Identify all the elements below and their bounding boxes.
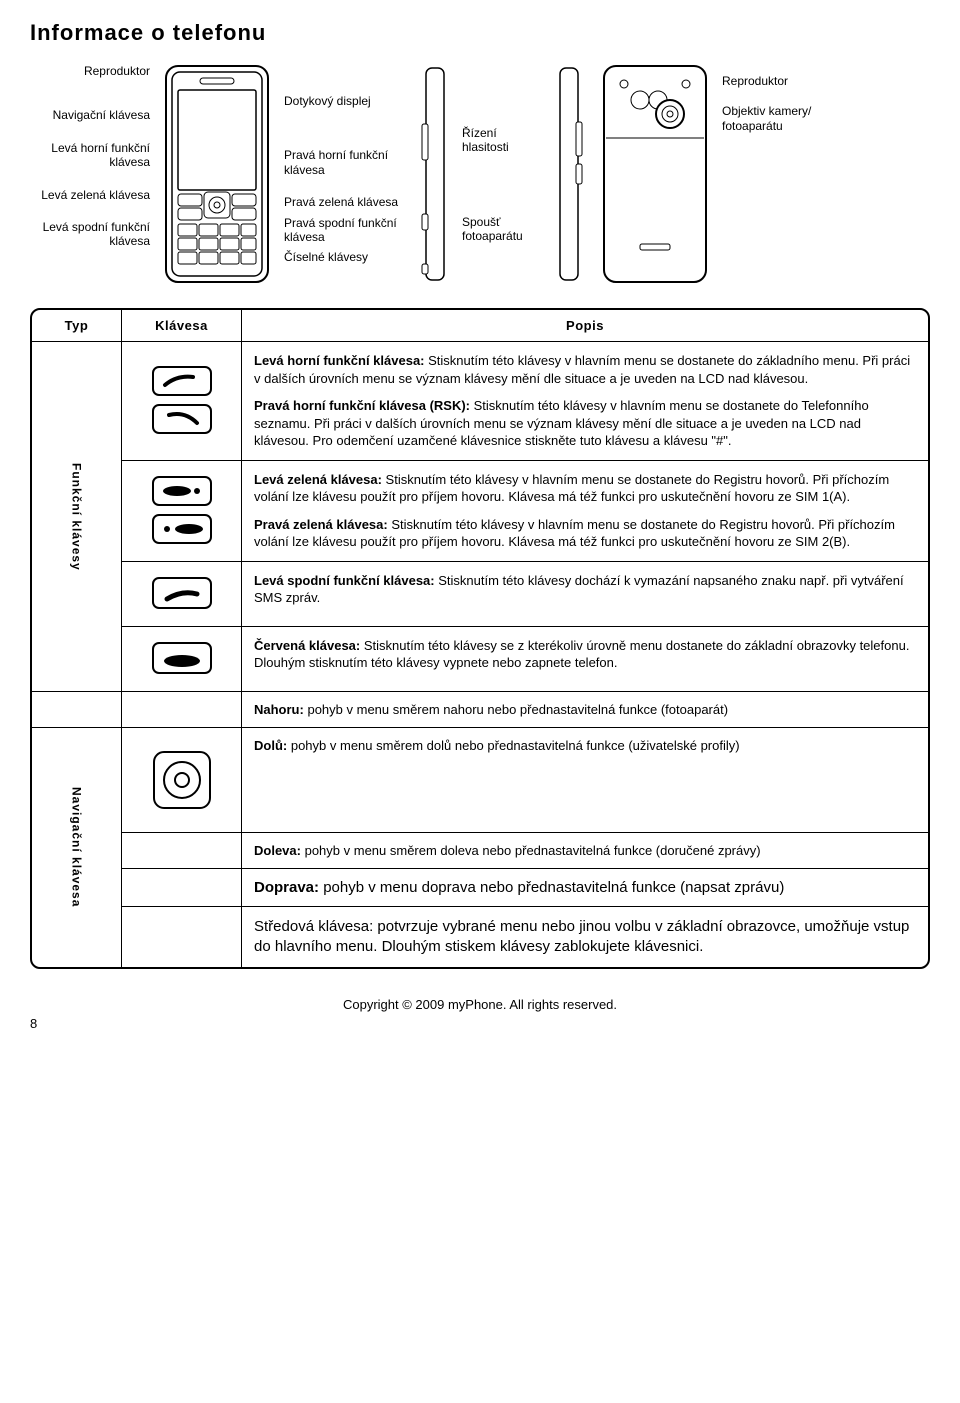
key-icon-lower-soft (122, 562, 242, 626)
key-icon-empty-1 (122, 692, 242, 727)
row-nav-right: Doprava: pohyb v menu doprava nebo předn… (122, 868, 928, 906)
nav-right-body: pohyb v menu doprava nebo přednastavitel… (323, 879, 784, 896)
nav-right-title: Doprava: (254, 879, 319, 896)
row-nav-down: Dolů: pohyb v menu směrem dolů nebo před… (122, 728, 928, 832)
row-nav-up: Nahoru: pohyb v menu směrem nahoru nebo … (32, 691, 928, 727)
row-lower-softkey: Levá spodní funkční klávesa: Stisknutím … (122, 561, 928, 626)
desc-green-keys: Levá zelená klávesa: Stisknutím této klá… (242, 461, 928, 561)
row-green-keys: Levá zelená klávesa: Stisknutím této klá… (122, 460, 928, 561)
lower-soft-title: Levá spodní funkční klávesa: (254, 573, 435, 588)
label-prava-spodni-fk: Pravá spodní funkční klávesa (284, 216, 404, 245)
left-label-column: Reproduktor Navigační klávesa Levá horní… (30, 64, 150, 267)
th-popis: Popis (242, 310, 928, 341)
key-icon-upper-softkeys (122, 342, 242, 460)
upper-right-title: Pravá horní funkční klávesa (RSK): (254, 398, 470, 413)
desc-nav-left: Doleva: pohyb v menu směrem doleva nebo … (242, 833, 928, 868)
desc-red-key: Červená klávesa: Stisknutím této klávesy… (242, 627, 928, 691)
nav-center-title: Středová klávesa: (254, 918, 373, 935)
nav-left-body: pohyb v menu směrem doleva nebo přednast… (305, 843, 761, 858)
label-spoust-fotoaparatu: Spoušť fotoaparátu (462, 215, 542, 244)
section-funkcni-label: Funkční klávesy (70, 463, 84, 571)
mid-label-column: Dotykový displej Pravá horní funkční klá… (284, 64, 404, 283)
nav-down-body: pohyb v menu směrem dolů nebo přednastav… (291, 738, 740, 753)
section-funkcni: Funkční klávesy Levá horní funkční kláve… (32, 341, 928, 691)
label-prava-horni-fk: Pravá horní funkční klávesa (284, 148, 404, 177)
key-icon-empty-3 (122, 869, 242, 906)
nav-down-title: Dolů: (254, 738, 287, 753)
desc-nav-up: Nahoru: pohyb v menu směrem nahoru nebo … (242, 692, 928, 727)
desc-nav-down: Dolů: pohyb v menu směrem dolů nebo před… (242, 728, 928, 832)
label-dotykovy-displej: Dotykový displej (284, 94, 371, 108)
key-icon-nav (122, 728, 242, 832)
footer-copyright: Copyright © 2009 myPhone. All rights res… (30, 997, 930, 1012)
label-prava-zelena: Pravá zelená klávesa (284, 195, 398, 209)
table-header: Typ Klávesa Popis (32, 310, 928, 341)
label-rizeni-hlasitosti: Řízení hlasitosti (462, 126, 542, 155)
th-typ: Typ (32, 310, 122, 341)
section-navigacni-label: Navigační klávesa (70, 787, 84, 907)
section-funkcni-label-cell: Funkční klávesy (32, 342, 122, 691)
row-nav-center: Středová klávesa: potvrzuje vybrané menu… (122, 906, 928, 968)
nav-center-bold-b: Dlouhým stiskem klávesy zablokujete kláv… (382, 938, 704, 955)
phone-back-illustration (600, 64, 710, 284)
green-right-title: Pravá zelená klávesa: (254, 517, 388, 532)
desc-nav-right: Doprava: pohyb v menu doprava nebo předn… (242, 869, 928, 906)
key-table: Typ Klávesa Popis Funkční klávesy (30, 308, 930, 969)
red-title: Červená klávesa: (254, 638, 360, 653)
label-leva-spodni-fk: Levá spodní funkční klávesa (30, 220, 150, 249)
phone-side2-illustration (554, 64, 588, 284)
key-icon-green (122, 461, 242, 561)
row-red-key: Červená klávesa: Stisknutím této klávesy… (122, 626, 928, 691)
upper-left-title: Levá horní funkční klávesa: (254, 353, 425, 368)
center-label-column: Řízení hlasitosti Spoušť fotoaparátu (462, 64, 542, 262)
phone-front-illustration (162, 64, 272, 284)
key-icon-empty-4 (122, 907, 242, 968)
nav-up-body: pohyb v menu směrem nahoru nebo přednast… (307, 702, 728, 717)
section-navigacni: Navigační klávesa Dolů: pohyb v menu smě… (32, 727, 928, 968)
row-nav-left: Doleva: pohyb v menu směrem doleva nebo … (122, 832, 928, 868)
label-reproduktor-right: Reproduktor (722, 74, 788, 88)
nav-up-title: Nahoru: (254, 702, 304, 717)
key-icon-empty-2 (122, 833, 242, 868)
label-leva-horni-fk: Levá horní funkční klávesa (30, 141, 150, 170)
row-upper-softkeys: Levá horní funkční klávesa: Stisknutím t… (122, 342, 928, 460)
type-empty-1 (32, 692, 122, 727)
key-icon-red (122, 627, 242, 691)
label-leva-zelena: Levá zelená klávesa (41, 188, 150, 202)
page-title: Informace o telefonu (30, 20, 930, 46)
label-reproduktor-left: Reproduktor (84, 64, 150, 78)
page-number: 8 (30, 1016, 930, 1031)
label-ciselne-klavesy: Číselné klávesy (284, 250, 368, 264)
phone-side-illustration (416, 64, 450, 284)
desc-nav-center: Středová klávesa: potvrzuje vybrané menu… (242, 907, 928, 968)
green-left-title: Levá zelená klávesa: (254, 472, 382, 487)
label-objektiv-kamery: Objektiv kamery/ fotoaparátu (722, 104, 832, 133)
section-navigacni-label-cell: Navigační klávesa (32, 728, 122, 968)
label-nav-klavesa: Navigační klávesa (53, 108, 150, 122)
phone-diagram: Reproduktor Navigační klávesa Levá horní… (30, 64, 930, 284)
desc-lower-softkey: Levá spodní funkční klávesa: Stisknutím … (242, 562, 928, 626)
th-klavesa: Klávesa (122, 310, 242, 341)
nav-left-title: Doleva: (254, 843, 301, 858)
right-label-column: Reproduktor Objektiv kamery/ fotoaparátu (722, 64, 832, 151)
desc-upper-softkeys: Levá horní funkční klávesa: Stisknutím t… (242, 342, 928, 460)
